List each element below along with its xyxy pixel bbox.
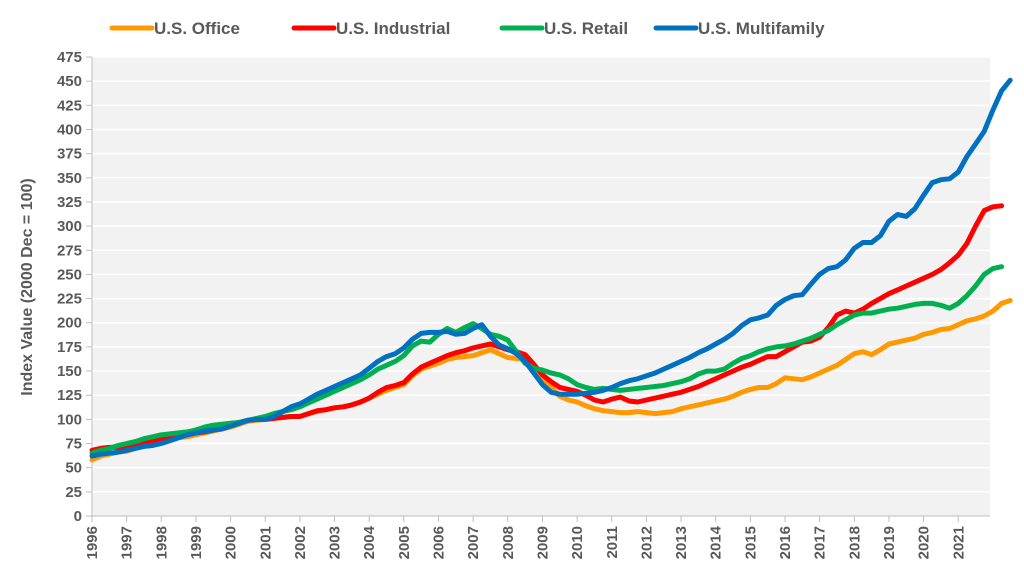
legend-label-industrial: U.S. Industrial (336, 19, 450, 38)
x-tick-label: 1996 (84, 526, 101, 559)
x-tick-label: 1998 (153, 526, 170, 559)
x-tick-label: 2001 (257, 526, 274, 559)
legend: U.S. Office U.S. Industrial U.S. Retail … (109, 19, 825, 38)
x-tick-label: 2005 (396, 526, 413, 559)
x-tick-label: 2014 (708, 525, 725, 559)
x-tick-label: 2000 (223, 526, 240, 559)
x-tick-label: 2011 (604, 526, 621, 559)
x-tick-label: 2002 (292, 526, 309, 559)
y-tick-label: 225 (57, 291, 82, 308)
y-tick-label: 450 (57, 73, 82, 90)
x-tick-label: 2007 (465, 526, 482, 559)
y-tick-label: 0 (74, 508, 82, 525)
x-tick-label: 2006 (431, 526, 448, 559)
x-tick-label: 2015 (742, 526, 759, 559)
legend-item-multifamily[interactable]: U.S. Multifamily (653, 19, 825, 38)
y-tick-label: 50 (65, 460, 82, 477)
gridlines (92, 56, 990, 493)
y-axis-title: Index Value (2000 Dec = 100) (19, 178, 36, 395)
x-tick-label: 2010 (569, 526, 586, 559)
x-tick-label: 2008 (500, 526, 517, 559)
y-tick-label: 425 (57, 97, 82, 114)
x-axis: 1996 1997 1998 1999 2000 2001 2002 2003 2004 2005… (84, 515, 990, 559)
x-tick-label: 2017 (812, 526, 829, 559)
y-tick-label: 75 (65, 436, 82, 453)
x-tick-label: 2021 (950, 526, 967, 559)
x-tick-label: 2018 (846, 526, 863, 559)
x-tick-label: 2019 (881, 526, 898, 559)
y-tick-label: 400 (57, 121, 82, 138)
legend-label-retail: U.S. Retail (544, 19, 628, 38)
y-axis: 0 25 50 75 100 125 150 175 200 225 250 275 300 325 350… (57, 49, 93, 525)
x-tick-label: 2013 (673, 526, 690, 559)
y-tick-label: 350 (57, 170, 82, 187)
y-tick-label: 150 (57, 363, 82, 380)
y-tick-label: 200 (57, 315, 82, 332)
x-tick-label: 2009 (534, 526, 551, 559)
y-tick-label: 25 (65, 484, 82, 501)
y-tick-label: 250 (57, 266, 82, 283)
plot-area-background (92, 57, 990, 516)
x-tick-label: 2004 (361, 525, 378, 559)
x-tick-label: 2012 (638, 526, 655, 559)
legend-item-office[interactable]: U.S. Office (109, 19, 240, 38)
series-lines (89, 77, 1013, 463)
y-tick-label: 475 (57, 49, 82, 66)
legend-item-industrial[interactable]: U.S. Industrial (291, 19, 450, 38)
y-tick-label: 375 (57, 146, 82, 163)
y-tick-label: 175 (57, 339, 82, 356)
legend-label-multifamily: U.S. Multifamily (698, 19, 825, 38)
y-tick-label: 125 (57, 387, 82, 404)
x-tick-label: 1997 (119, 526, 136, 559)
x-tick-label: 2020 (916, 526, 933, 559)
legend-label-office: U.S. Office (154, 19, 240, 38)
y-tick-label: 325 (57, 194, 82, 211)
x-tick-label: 1999 (188, 526, 205, 559)
x-tick-label: 2016 (777, 526, 794, 559)
series-line-u-s-multifamily (89, 77, 1013, 459)
y-tick-label: 100 (57, 411, 82, 428)
y-tick-label: 300 (57, 218, 82, 235)
legend-item-retail[interactable]: U.S. Retail (499, 19, 628, 38)
x-tick-label: 2003 (327, 526, 344, 559)
y-tick-label: 275 (57, 242, 82, 259)
